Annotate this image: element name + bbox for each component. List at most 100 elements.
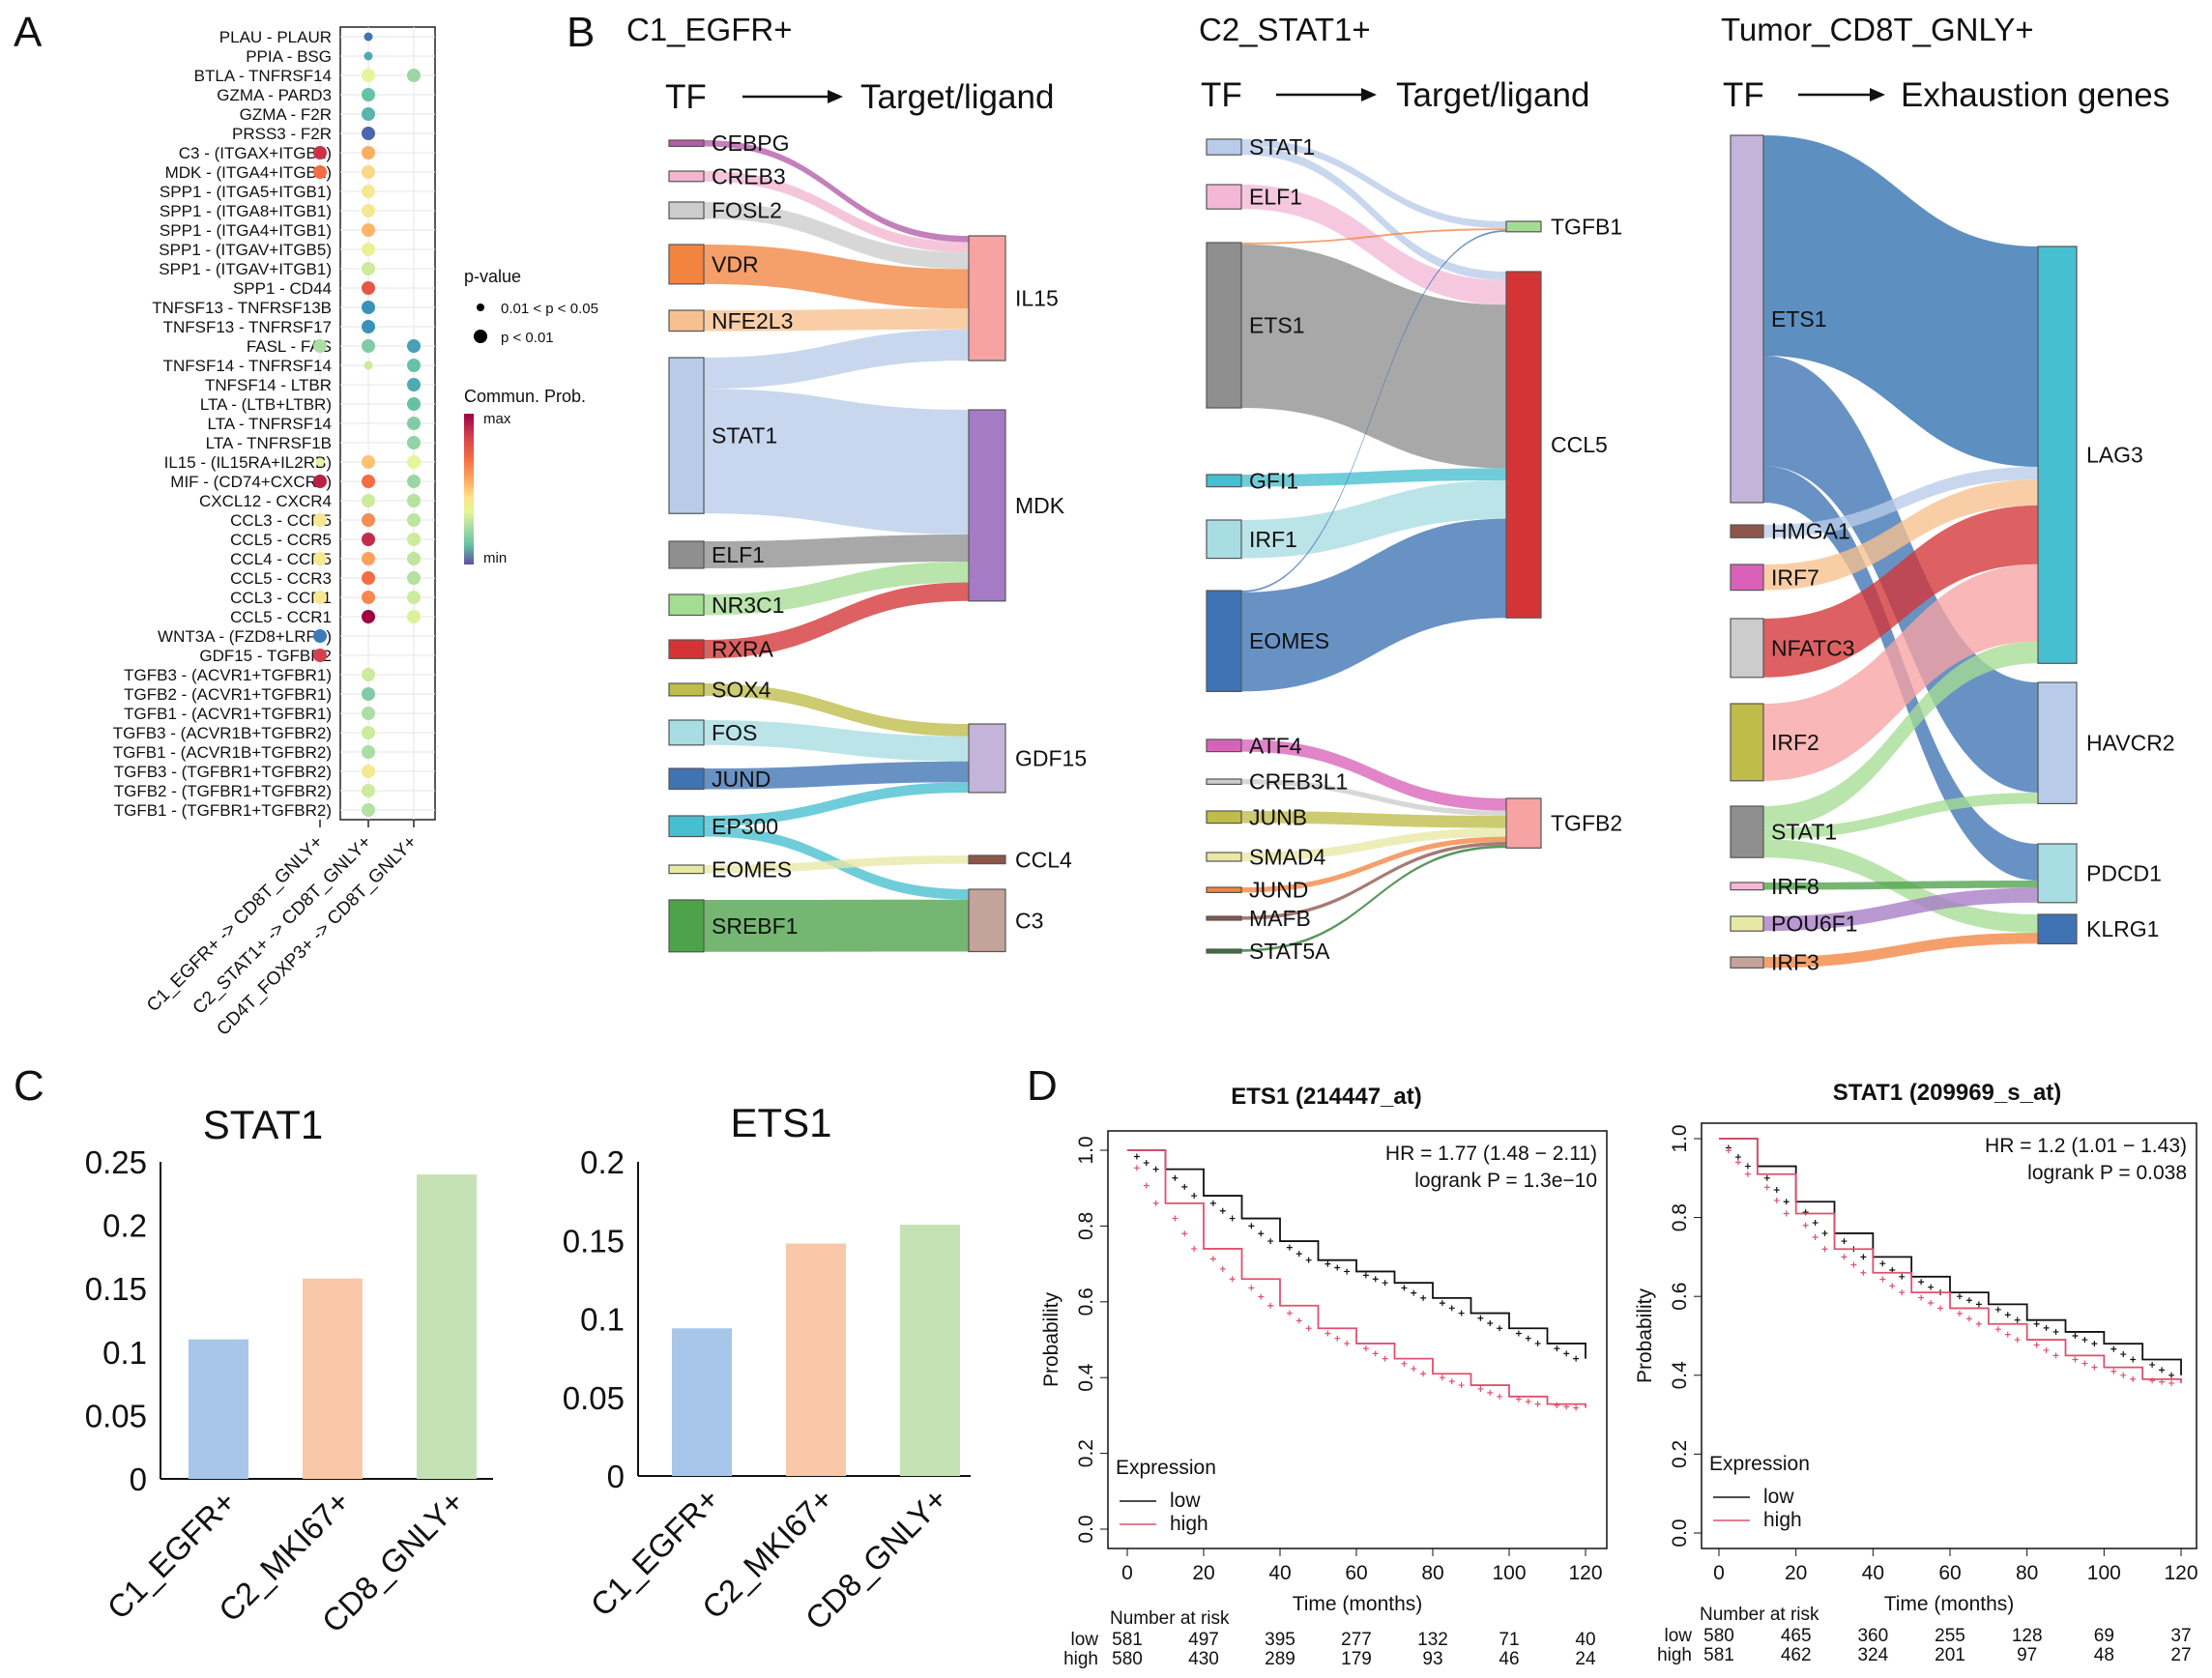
flow-ep300-to-gdf15 [704, 782, 969, 826]
target-label-c3: C3 [1015, 908, 1043, 933]
censor-mark-high [1181, 1230, 1188, 1237]
lr-pair-label-25: CCL3 - CCR5 [230, 511, 332, 530]
flow-stat1-to-havcr2 [1763, 793, 2038, 840]
bubble-point [407, 610, 421, 623]
km-curve-high [1719, 1138, 2182, 1383]
source-label-nfatc3: NFATC3 [1771, 635, 1854, 660]
censor-mark-low [2159, 1367, 2166, 1374]
target-node-mdk [968, 409, 1006, 602]
target-node-il15 [968, 235, 1006, 362]
censor-mark-high [1305, 1325, 1312, 1332]
flow-mafb-to-tgfb2 [1241, 842, 1506, 920]
source-label-srebf1: SREBF1 [712, 913, 798, 939]
risk-count-high-0: 581 [1703, 1645, 1734, 1665]
bubble-point [313, 591, 327, 604]
risk-count-high-5: 48 [2094, 1645, 2114, 1665]
censor-mark-high [1937, 1305, 1944, 1312]
source-node-sox4 [668, 682, 705, 697]
bubble-point [362, 668, 375, 681]
target-node-lag3 [2037, 246, 2078, 664]
y-tick-label-1: 0.05 [85, 1398, 147, 1433]
censor-mark-high [1763, 1184, 1770, 1191]
y-tick-label-2: 0.1 [580, 1302, 625, 1338]
y-tick-label-5: 0.25 [85, 1144, 147, 1180]
lr-pair-label-2: BTLA - TNFRSF14 [194, 67, 332, 85]
censor-mark-high [1860, 1269, 1867, 1276]
censor-mark-high [1515, 1396, 1522, 1403]
source-node-irf1 [1206, 519, 1242, 560]
censor-mark-low [1515, 1330, 1522, 1337]
source-label-irf1: IRF1 [1249, 527, 1297, 552]
censor-mark-high [1965, 1316, 1972, 1322]
bubble-point [362, 165, 375, 179]
km-plot-stat1: STAT1 (209969_s_at) 0 20 40 60 80 100 120 0.0 0.… [1634, 1080, 2198, 1665]
censor-mark-low [1133, 1153, 1140, 1160]
source-node-fos [668, 719, 705, 746]
censor-mark-high [1563, 1403, 1570, 1410]
censor-mark-low [2014, 1316, 2021, 1323]
censor-mark-high [2110, 1368, 2117, 1374]
source-node-nfe2l3 [668, 309, 705, 333]
target-node-havcr2 [2037, 681, 2078, 805]
bubble-point [362, 281, 375, 295]
risk-count-low-6: 40 [1575, 1630, 1595, 1650]
x-axis-label: Time (months) [1884, 1593, 2015, 1615]
sankey-c1-egfr: C1_EGFR+ TF Target/ligand CEBPG CREB3 FOSL… [626, 12, 1087, 953]
lr-pair-label-11: SPP1 - (ITGAV+ITGB5) [159, 241, 332, 259]
bubble-point [362, 455, 375, 469]
flow-sox4-to-gdf15 [704, 683, 969, 737]
target-label-klrg1: KLRG1 [2086, 916, 2159, 941]
bar-title-stat1: STAT1 [203, 1102, 323, 1147]
target-node-ccl4 [968, 854, 1006, 865]
source-node-stat5a [1206, 948, 1242, 954]
source-node-ets1 [1730, 134, 1764, 504]
flow-nr3c1-to-mdk [704, 561, 969, 616]
bubble-point [362, 687, 375, 701]
target-label-ccl5: CCL5 [1551, 432, 1608, 457]
bubble-point [407, 475, 421, 488]
censor-mark-low [2120, 1351, 2127, 1358]
panel-letter-a: A [14, 9, 43, 56]
censor-mark-high [1975, 1320, 1982, 1327]
censor-mark-high [1802, 1222, 1809, 1229]
y-tick-label-5: 1.0 [1669, 1124, 1691, 1152]
censor-mark-low [1248, 1223, 1255, 1230]
bubble-point [362, 262, 375, 275]
censor-mark-high [2159, 1378, 2166, 1385]
censor-mark-high [1152, 1200, 1159, 1206]
y-tick-label-0: 0.0 [1075, 1515, 1097, 1543]
censor-mark-high [2091, 1364, 2098, 1371]
flow-elf1-to-mdk [704, 535, 969, 568]
censor-mark-low [1191, 1193, 1198, 1200]
legend-title: Expression [1116, 1457, 1216, 1479]
lr-pair-label-19: LTA - (LTB+LTBR) [200, 395, 332, 414]
y-tick-label-3: 0.6 [1075, 1287, 1097, 1316]
target-node-tgfb1 [1505, 220, 1542, 233]
censor-mark-low [1773, 1187, 1780, 1194]
bubble-point [362, 185, 375, 198]
bubble-point [362, 339, 375, 353]
lr-pair-label-34: TGFB2 - (ACVR1+TGFBR1) [124, 685, 332, 704]
censor-mark-low [1841, 1238, 1848, 1245]
lr-pair-label-6: C3 - (ITGAX+ITGB2) [179, 144, 332, 162]
legend-label-high: high [1763, 1509, 1802, 1531]
lr-pair-label-7: MDK - (ITGA4+ITGB1) [165, 163, 332, 182]
censor-mark-high [1295, 1317, 1302, 1324]
censor-mark-low [2081, 1337, 2088, 1344]
censor-mark-low [1783, 1199, 1790, 1205]
risk-table-title: Number at risk [1700, 1605, 1819, 1625]
censor-mark-low [1573, 1355, 1580, 1362]
source-node-elf1 [1206, 184, 1242, 210]
x-tick-label-5: 100 [2087, 1562, 2121, 1584]
sankey-tumor-cd8t: Tumor_CD8T_GNLY+ TF Exhaustion genes ETS… [1721, 12, 2175, 975]
risk-count-high-2: 324 [1857, 1645, 1888, 1665]
censor-mark-low [2033, 1320, 2040, 1327]
flow-irf8-to-pdcd1 [1763, 881, 2038, 890]
risk-count-high-3: 179 [1341, 1649, 1372, 1669]
source-label-eomes: EOMES [1249, 628, 1329, 653]
source-label-gfi1: GFI1 [1249, 468, 1298, 493]
bubble-point [362, 784, 375, 797]
censor-mark-low [1344, 1268, 1351, 1275]
censor-mark-high [2081, 1360, 2088, 1367]
